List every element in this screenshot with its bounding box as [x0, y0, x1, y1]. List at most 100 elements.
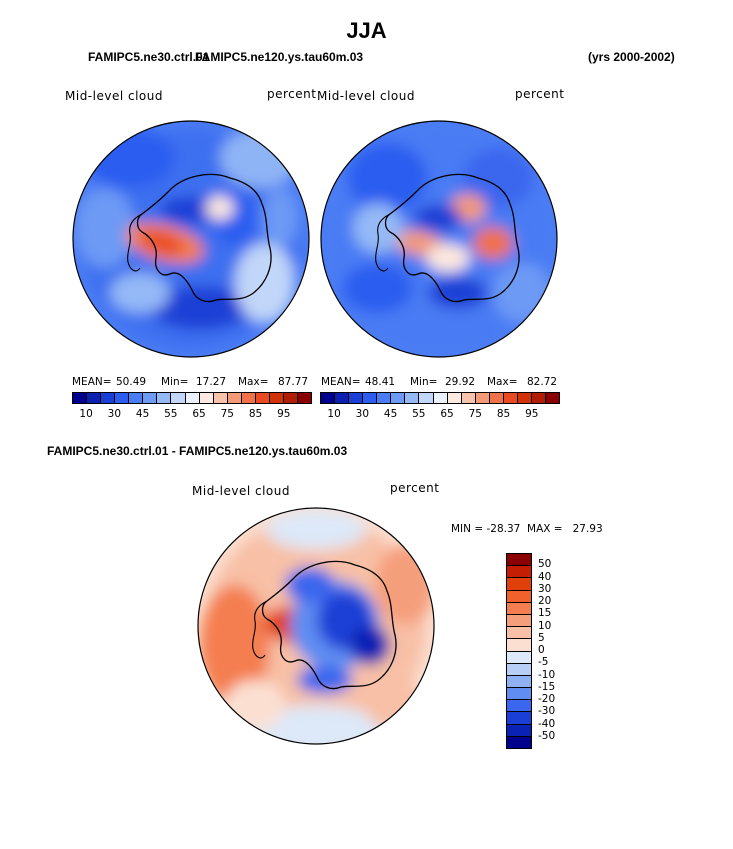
colorbar-swatch [157, 393, 172, 403]
colorbar-tick-label: 30 [538, 582, 552, 595]
colorbar-tick-label: 50 [538, 558, 552, 571]
panel1-mean-value: 50.49 [116, 376, 147, 388]
colorbar-swatch [507, 675, 531, 689]
colorbar-swatch [321, 393, 336, 403]
colorbar-tick-label: 75 [468, 408, 482, 420]
colorbar-tick-label: -40 [538, 717, 556, 730]
panel3-minmax-text: MIN = -28.37 MAX = 27.93 [451, 523, 603, 535]
panel2-colorbar [320, 392, 560, 404]
figure-title: JJA [346, 18, 387, 43]
panel3-colorbar [506, 553, 532, 749]
field-region [75, 188, 135, 268]
colorbar-swatch [475, 393, 490, 403]
colorbar-swatch [507, 639, 531, 652]
colorbar-tick-label: -20 [538, 693, 556, 705]
field-region [85, 128, 175, 188]
colorbar-swatch [507, 700, 531, 713]
panel2-max-label: Max= [487, 376, 518, 388]
panel1-mean-label: MEAN= [72, 376, 112, 388]
colorbar-swatch [507, 590, 531, 603]
colorbar-swatch [507, 736, 531, 748]
colorbar-tick-label: 5 [538, 631, 545, 644]
colorbar-swatch [531, 393, 546, 403]
field-region [285, 567, 335, 603]
antarctica-coastline [261, 560, 397, 690]
panel3-variable-label: Mid-level cloud [192, 484, 290, 498]
colorbar-swatch [255, 393, 270, 403]
colorbar-swatch [503, 393, 518, 403]
field-region [225, 680, 285, 730]
panel1-min-label: Min= [161, 376, 189, 388]
panel2-units-label: percent [515, 87, 565, 101]
panel2-variable-label: Mid-level cloud [317, 89, 415, 103]
colorbar-tick-label: 75 [220, 408, 234, 420]
years-label: (yrs 2000-2002) [588, 50, 675, 64]
colorbar-swatch [433, 393, 448, 403]
colorbar-swatch [363, 393, 378, 403]
colorbar-tick-label: -30 [538, 705, 556, 718]
colorbar-tick-label: 30 [355, 408, 370, 420]
colorbar-tick-label: 10 [327, 408, 341, 420]
colorbar-swatch [507, 614, 531, 628]
colorbar-swatch [507, 578, 531, 591]
colorbar-swatch [213, 393, 228, 403]
colorbar-swatch [241, 393, 256, 403]
colorbar-tick-label: 15 [538, 607, 552, 620]
colorbar-swatch [507, 688, 531, 701]
field-region [266, 510, 366, 550]
field-region [110, 273, 170, 313]
colorbar-tick-label: 40 [538, 570, 552, 583]
field-region [350, 625, 390, 665]
panel1-colorbar-labels: 10 30 45 55 65 75 85 95 [72, 408, 312, 422]
field-region [463, 148, 533, 208]
field-region [343, 263, 413, 313]
field-region [297, 666, 353, 694]
colorbar-swatch [507, 602, 531, 615]
panel1-polar-map [72, 120, 310, 358]
colorbar-tick-label: 85 [248, 408, 263, 420]
field-region [262, 188, 298, 248]
field-region [426, 244, 470, 272]
antarctic-peninsula [375, 213, 391, 272]
colorbar-swatch [269, 393, 284, 403]
panel1-units-label: percent [267, 87, 317, 101]
colorbar-swatch [391, 393, 406, 403]
colorbar-swatch [419, 393, 434, 403]
colorbar-tick-label: 0 [538, 644, 545, 656]
colorbar-tick-label: 55 [412, 408, 426, 420]
panel2-mean-label: MEAN= [321, 376, 361, 388]
panel3-polar-map [197, 507, 435, 745]
colorbar-tick-label: 85 [496, 408, 511, 420]
colorbar-swatch [73, 393, 88, 403]
colorbar-swatch [447, 393, 462, 403]
antarctica-coastline [384, 173, 520, 303]
colorbar-swatch [283, 393, 298, 403]
map-boundary [72, 120, 310, 358]
colorbar-swatch [507, 554, 531, 567]
case-name-left: FAMIPC5.ne30.ctrl.01 [88, 50, 210, 64]
colorbar-swatch [298, 393, 312, 403]
colorbar-swatch [227, 393, 242, 403]
colorbar-swatch [461, 393, 476, 403]
colorbar-tick-label: -10 [538, 668, 556, 681]
colorbar-swatch [507, 724, 531, 737]
panel2-max-value: 82.72 [527, 376, 558, 388]
colorbar-tick-label: -50 [538, 729, 556, 742]
colorbar-swatch [507, 663, 531, 676]
colorbar-swatch [377, 393, 392, 403]
colorbar-tick-label: -5 [538, 656, 549, 669]
colorbar-tick-label: 10 [538, 619, 552, 632]
field-region [365, 680, 425, 730]
colorbar-swatch [507, 566, 531, 579]
antarctic-peninsula [252, 600, 268, 659]
panel1-colorbar [72, 392, 312, 404]
panel2-mean-value: 48.41 [365, 376, 396, 388]
colorbar-swatch [489, 393, 504, 403]
colorbar-swatch [115, 393, 130, 403]
field-region [200, 585, 270, 705]
field-region [140, 231, 184, 255]
colorbar-swatch [405, 393, 420, 403]
panel1-max-label: Max= [238, 376, 269, 388]
field-region [150, 286, 250, 330]
colorbar-tick-label: 95 [277, 408, 291, 420]
